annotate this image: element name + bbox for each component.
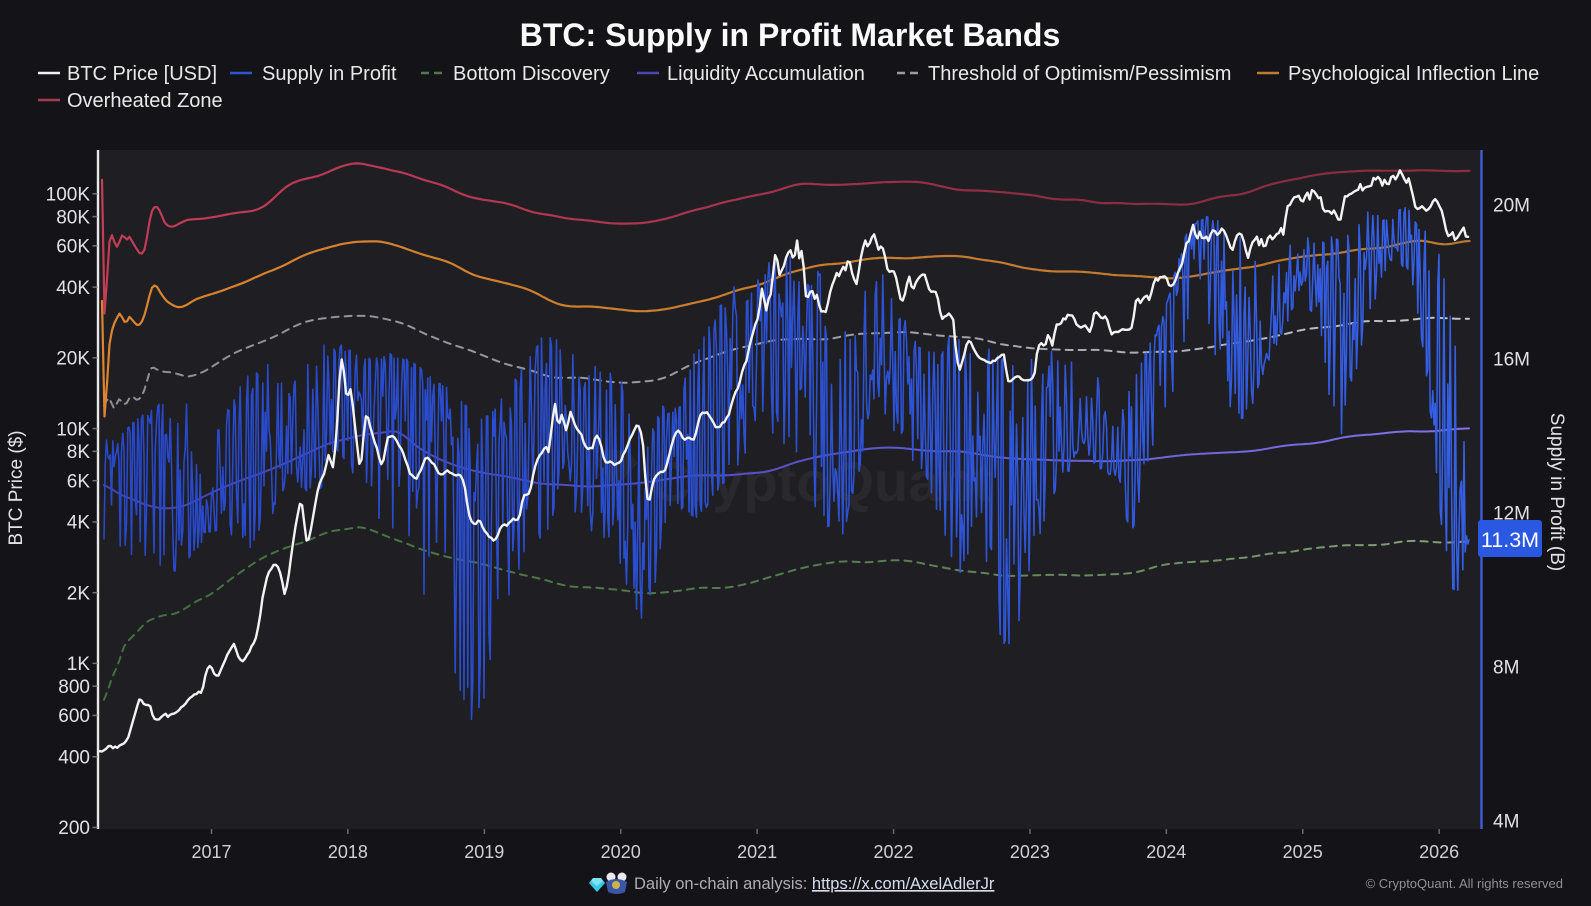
svg-text:BTC Price ($): BTC Price ($) bbox=[6, 430, 27, 545]
svg-text:Liquidity Accumulation: Liquidity Accumulation bbox=[667, 63, 865, 85]
svg-text:BTC: Supply in Profit Market B: BTC: Supply in Profit Market Bands bbox=[520, 17, 1060, 53]
svg-text:2018: 2018 bbox=[328, 842, 368, 862]
svg-text:2025: 2025 bbox=[1283, 842, 1323, 862]
svg-text:4K: 4K bbox=[67, 513, 91, 534]
svg-text:Bottom Discovery: Bottom Discovery bbox=[453, 63, 610, 85]
svg-text:20M: 20M bbox=[1493, 196, 1530, 217]
svg-text:Threshold of Optimism/Pessimis: Threshold of Optimism/Pessimism bbox=[928, 63, 1231, 85]
svg-text:2021: 2021 bbox=[737, 842, 777, 862]
svg-text:11.3M: 11.3M bbox=[1481, 528, 1539, 552]
svg-text:60K: 60K bbox=[56, 237, 90, 258]
svg-text:6K: 6K bbox=[67, 471, 91, 492]
svg-text:40K: 40K bbox=[56, 278, 90, 299]
svg-text:2K: 2K bbox=[67, 583, 91, 604]
svg-text:12M: 12M bbox=[1493, 504, 1530, 525]
svg-text:16M: 16M bbox=[1493, 350, 1530, 371]
svg-text:1K: 1K bbox=[67, 654, 91, 675]
svg-text:2020: 2020 bbox=[601, 842, 641, 862]
svg-text:8M: 8M bbox=[1493, 658, 1519, 679]
svg-text:© CryptoQuant. All rights rese: © CryptoQuant. All rights reserved bbox=[1366, 876, 1563, 891]
svg-text:2022: 2022 bbox=[873, 842, 913, 862]
svg-text:2026: 2026 bbox=[1419, 842, 1459, 862]
svg-text:2017: 2017 bbox=[191, 842, 231, 862]
svg-text:Overheated Zone: Overheated Zone bbox=[67, 90, 223, 112]
svg-text:Supply in Profit (B): Supply in Profit (B) bbox=[1546, 413, 1567, 571]
svg-text:2024: 2024 bbox=[1146, 842, 1186, 862]
svg-text:800: 800 bbox=[58, 677, 90, 698]
svg-text:2023: 2023 bbox=[1010, 842, 1050, 862]
svg-text:400: 400 bbox=[58, 748, 90, 769]
svg-text:Psychological Inflection Line: Psychological Inflection Line bbox=[1288, 63, 1539, 85]
svg-text:100K: 100K bbox=[46, 185, 91, 206]
svg-text:10K: 10K bbox=[56, 419, 90, 440]
svg-text:Supply in Profit: Supply in Profit bbox=[262, 63, 397, 85]
svg-text:20K: 20K bbox=[56, 349, 90, 370]
svg-text:8K: 8K bbox=[67, 442, 91, 463]
svg-text:600: 600 bbox=[58, 706, 90, 727]
svg-text:2019: 2019 bbox=[464, 842, 504, 862]
svg-text:4M: 4M bbox=[1493, 812, 1519, 833]
svg-text:BTC Price [USD]: BTC Price [USD] bbox=[67, 63, 217, 85]
svg-text:200: 200 bbox=[58, 818, 90, 839]
svg-text:Daily on-chain analysis: https: Daily on-chain analysis: https://x.com/A… bbox=[634, 875, 995, 893]
svg-text:80K: 80K bbox=[56, 207, 90, 228]
